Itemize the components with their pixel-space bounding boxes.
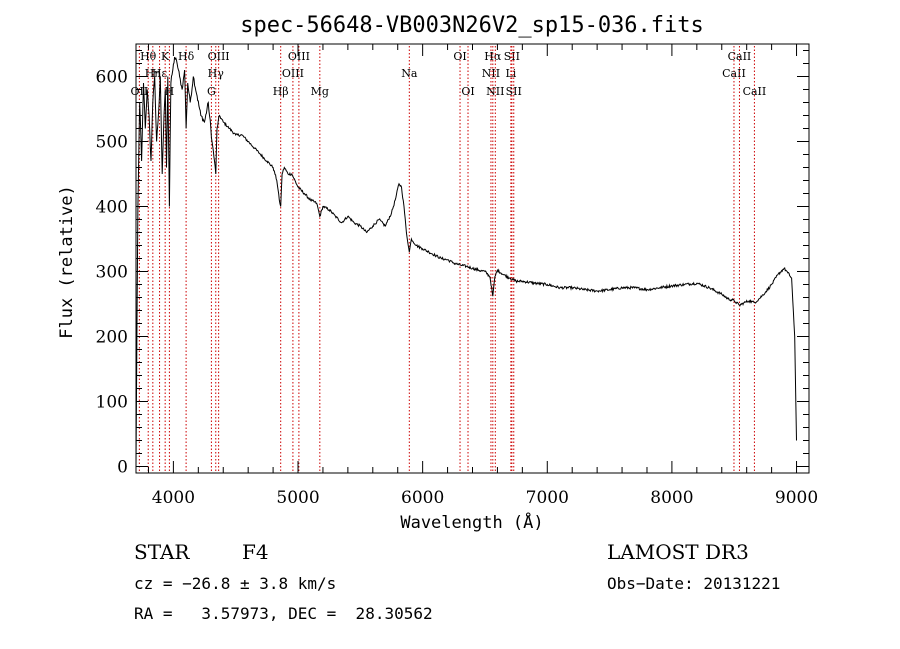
line-marker-label-24: CaII xyxy=(728,50,752,63)
line-marker-label-6: Hδ xyxy=(178,50,195,63)
x-tick-label-1: 5000 xyxy=(276,488,319,508)
y-tick-label-4: 400 xyxy=(96,198,128,218)
redshift-cz: cz = −26.8 ± 3.8 km/s xyxy=(134,574,337,593)
y-tick-label-0: 0 xyxy=(117,458,128,478)
line-marker-label-20: SII xyxy=(504,50,520,63)
line-marker-label-1: OII xyxy=(131,85,149,98)
line-marker-label-12: OIII xyxy=(288,50,310,63)
survey-name: LAMOST DR3 xyxy=(607,540,749,564)
line-marker-label-15: OI xyxy=(453,50,466,63)
x-tick-label-3: 7000 xyxy=(526,488,569,508)
y-tick-label-3: 300 xyxy=(96,263,128,283)
subclass: F4 xyxy=(242,540,269,564)
line-marker-label-10: Hβ xyxy=(273,85,289,98)
line-marker-label-16: OI xyxy=(461,85,474,98)
line-marker-label-13: Mg xyxy=(311,85,329,98)
line-marker-label-11: OIII xyxy=(282,67,304,80)
line-marker-label-17: NII xyxy=(482,67,500,80)
y-tick-label-6: 600 xyxy=(96,68,128,88)
y-tick-label-5: 500 xyxy=(96,133,128,153)
x-axis-label: Wavelength (Å) xyxy=(400,511,543,533)
line-marker-label-19: NII xyxy=(486,85,504,98)
line-marker-label-25: CaII xyxy=(743,85,767,98)
x-tick-label-4: 8000 xyxy=(650,488,693,508)
line-marker-label-8: G xyxy=(207,85,216,98)
plot-frame xyxy=(135,43,810,474)
y-axis-label: Flux (relative) xyxy=(57,185,77,339)
line-marker-label-0: Hθ xyxy=(140,50,157,63)
obs-date: Obs−Date: 20131221 xyxy=(607,574,781,593)
line-marker-label-21: Li xyxy=(505,67,516,80)
ra-dec: RA = 3.57973, DEC = 28.30562 xyxy=(134,604,433,623)
x-tick-label-5: 9000 xyxy=(775,488,818,508)
chart-title: spec-56648-VB003N26V2_sp15-036.fits xyxy=(240,13,704,38)
line-marker-label-4: K xyxy=(161,50,170,63)
line-marker-label-9: OIII xyxy=(208,50,230,63)
x-tick-label-2: 6000 xyxy=(401,488,444,508)
x-tick-label-0: 4000 xyxy=(152,488,195,508)
spectrum-line xyxy=(135,56,797,467)
y-tick-label-2: 200 xyxy=(96,328,128,348)
object-type: STAR xyxy=(134,540,190,564)
y-tick-label-1: 100 xyxy=(96,393,128,413)
line-marker-label-2: Hη xyxy=(145,67,161,80)
line-marker-label-14: Na xyxy=(401,67,418,80)
line-marker-label-7: Hγ xyxy=(208,67,225,80)
line-marker-label-3: Hε xyxy=(152,67,168,80)
axis-tick-labels: 4000 5000 6000 7000 8000 9000 0 100 200 300 400 500… xyxy=(96,68,819,509)
line-marker-label-18: Hα xyxy=(484,50,502,63)
line-marker-label-5: H xyxy=(165,85,175,98)
line-marker-label-23: CaII xyxy=(722,67,746,80)
line-marker-label-22: SII xyxy=(506,85,522,98)
axis-ticks xyxy=(136,44,809,473)
